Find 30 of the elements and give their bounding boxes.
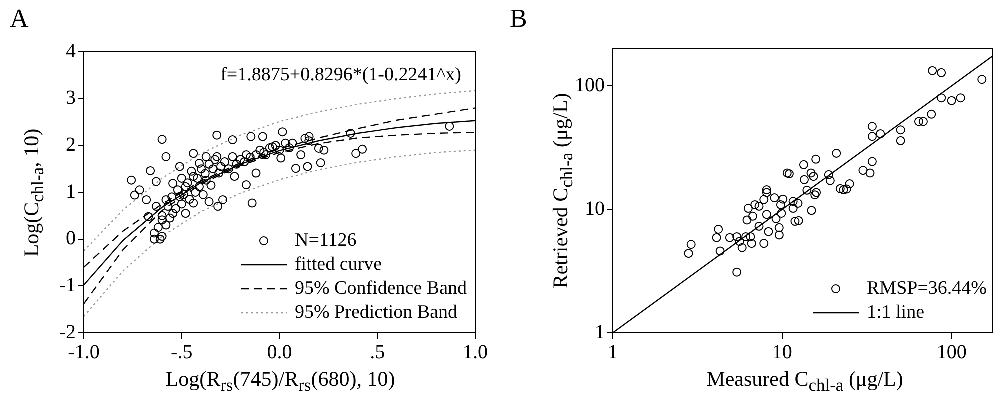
chart-title: A xyxy=(10,4,29,34)
x-axis-title: Measured C$_{chl-a}$ (μg/L) xyxy=(706,367,904,396)
y-tick-label: 1 xyxy=(595,321,605,344)
y-tick-label: 1 xyxy=(66,180,76,203)
legend-label: 95% Confidence Band xyxy=(294,277,467,301)
line-series xyxy=(84,90,476,252)
line-series xyxy=(84,150,476,318)
y-tick-label: 2 xyxy=(66,134,76,156)
legend-label: 95% Prediction Band xyxy=(294,301,458,325)
y-tick-label: 4 xyxy=(66,40,76,62)
y-tick-label: -2 xyxy=(59,321,76,344)
y-tick-label: 100 xyxy=(575,74,605,96)
chart-title: B xyxy=(510,4,528,34)
legend-label: RMSP=36.44% xyxy=(867,277,987,301)
x-tick-label: -.5 xyxy=(171,341,193,364)
legend-label: fitted curve xyxy=(294,253,382,277)
x-tick-label: 10 xyxy=(772,341,792,364)
y-tick-label: 0 xyxy=(66,228,76,250)
x-tick-label: 0.0 xyxy=(267,341,292,364)
x-tick-label: 100 xyxy=(936,341,967,364)
annotation: f=1.8875+0.8296*(1-0.2241^x) xyxy=(220,64,462,86)
y-tick-label: 3 xyxy=(66,87,76,110)
x-tick-label: 1.0 xyxy=(463,341,488,364)
x-axis-title: Log(R$_{rs}$(745)/R$_{rs}$(680), 10) xyxy=(164,367,396,396)
y-tick-label: -1 xyxy=(59,274,76,296)
x-tick-label: -1.0 xyxy=(68,341,100,364)
legend-label: N=1126 xyxy=(294,229,357,253)
legend-label: 1:1 line xyxy=(867,301,925,325)
x-tick-label: .5 xyxy=(370,341,386,364)
y-tick-label: 10 xyxy=(585,198,605,220)
